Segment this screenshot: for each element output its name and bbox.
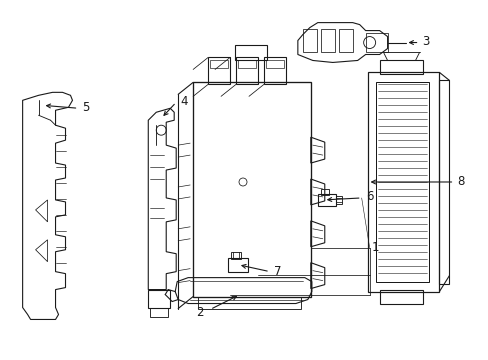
Bar bbox=[230, 252, 241, 259]
Bar bbox=[335, 196, 341, 204]
Text: 6: 6 bbox=[365, 190, 372, 203]
Bar bbox=[367, 72, 439, 292]
Bar bbox=[236, 58, 258, 84]
Bar bbox=[208, 58, 229, 84]
Bar bbox=[198, 297, 300, 309]
Bar bbox=[320, 28, 334, 53]
Bar bbox=[227, 258, 247, 272]
Text: 2: 2 bbox=[196, 306, 203, 319]
Bar bbox=[320, 189, 328, 195]
Bar bbox=[317, 194, 335, 206]
Text: 5: 5 bbox=[82, 101, 90, 114]
Bar bbox=[193, 82, 310, 297]
Bar bbox=[365, 32, 387, 53]
Bar bbox=[338, 28, 352, 53]
Text: 4: 4 bbox=[180, 95, 187, 108]
Bar bbox=[379, 289, 423, 303]
Bar bbox=[210, 60, 227, 68]
Text: 1: 1 bbox=[371, 241, 378, 254]
Bar bbox=[148, 289, 170, 307]
Bar bbox=[235, 45, 266, 60]
Bar bbox=[265, 60, 284, 68]
Bar bbox=[264, 58, 285, 84]
Text: 8: 8 bbox=[456, 175, 464, 189]
Text: 3: 3 bbox=[422, 35, 429, 48]
Bar bbox=[379, 60, 423, 75]
Text: 7: 7 bbox=[273, 265, 281, 278]
Bar bbox=[439, 80, 448, 284]
Bar bbox=[150, 307, 168, 318]
Bar bbox=[375, 82, 428, 282]
Bar bbox=[302, 28, 316, 53]
Bar bbox=[238, 60, 255, 68]
